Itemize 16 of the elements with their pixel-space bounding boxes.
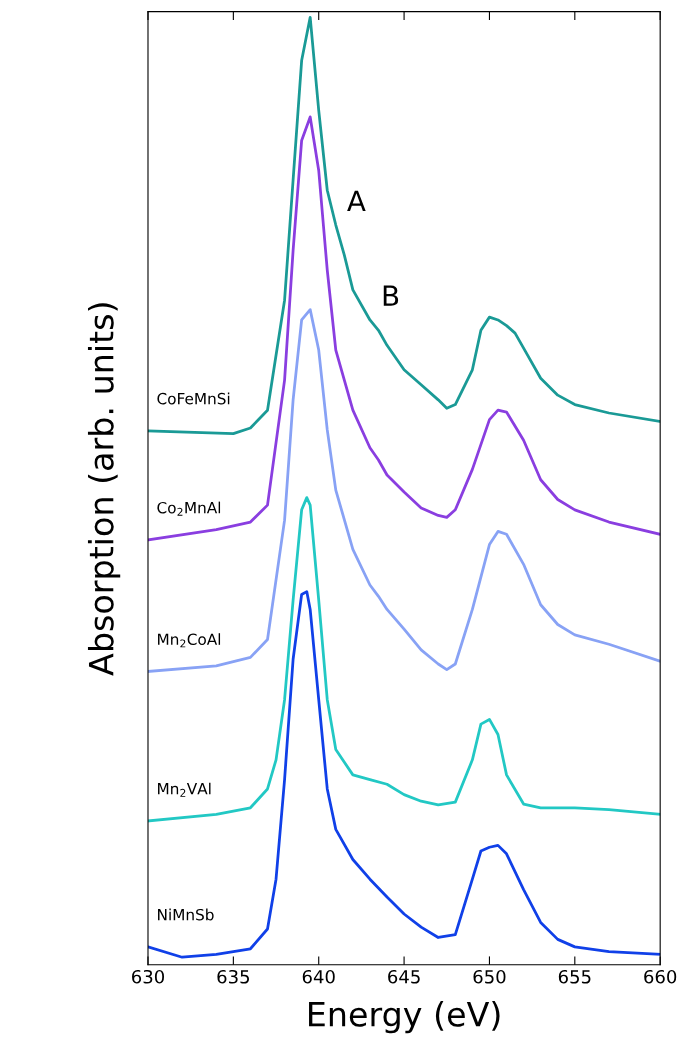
x-tick-label: 630	[132, 969, 165, 984]
series-label: CoFeMnSi	[157, 392, 230, 405]
annotation: A	[347, 190, 366, 211]
x-tick-label: 660	[644, 969, 677, 984]
series-label: Mn$_{2}$VAl	[158, 782, 211, 797]
annotation: B	[383, 285, 399, 306]
x-tick-label: 655	[558, 969, 591, 984]
y-axis-title: Absorption (arb. units)	[87, 303, 121, 676]
series-label: Co$_{2}$MnAl	[157, 501, 221, 516]
x-tick-label: 645	[388, 969, 420, 984]
x-tick-label: 640	[302, 969, 335, 984]
x-axis-title: Energy (eV)	[309, 1001, 500, 1034]
x-tick-label: 650	[473, 969, 506, 984]
series-label: NiMnSb	[158, 908, 214, 921]
x-tick-label: 635	[217, 969, 250, 984]
series-label: Mn$_{2}$CoAl	[158, 633, 221, 648]
